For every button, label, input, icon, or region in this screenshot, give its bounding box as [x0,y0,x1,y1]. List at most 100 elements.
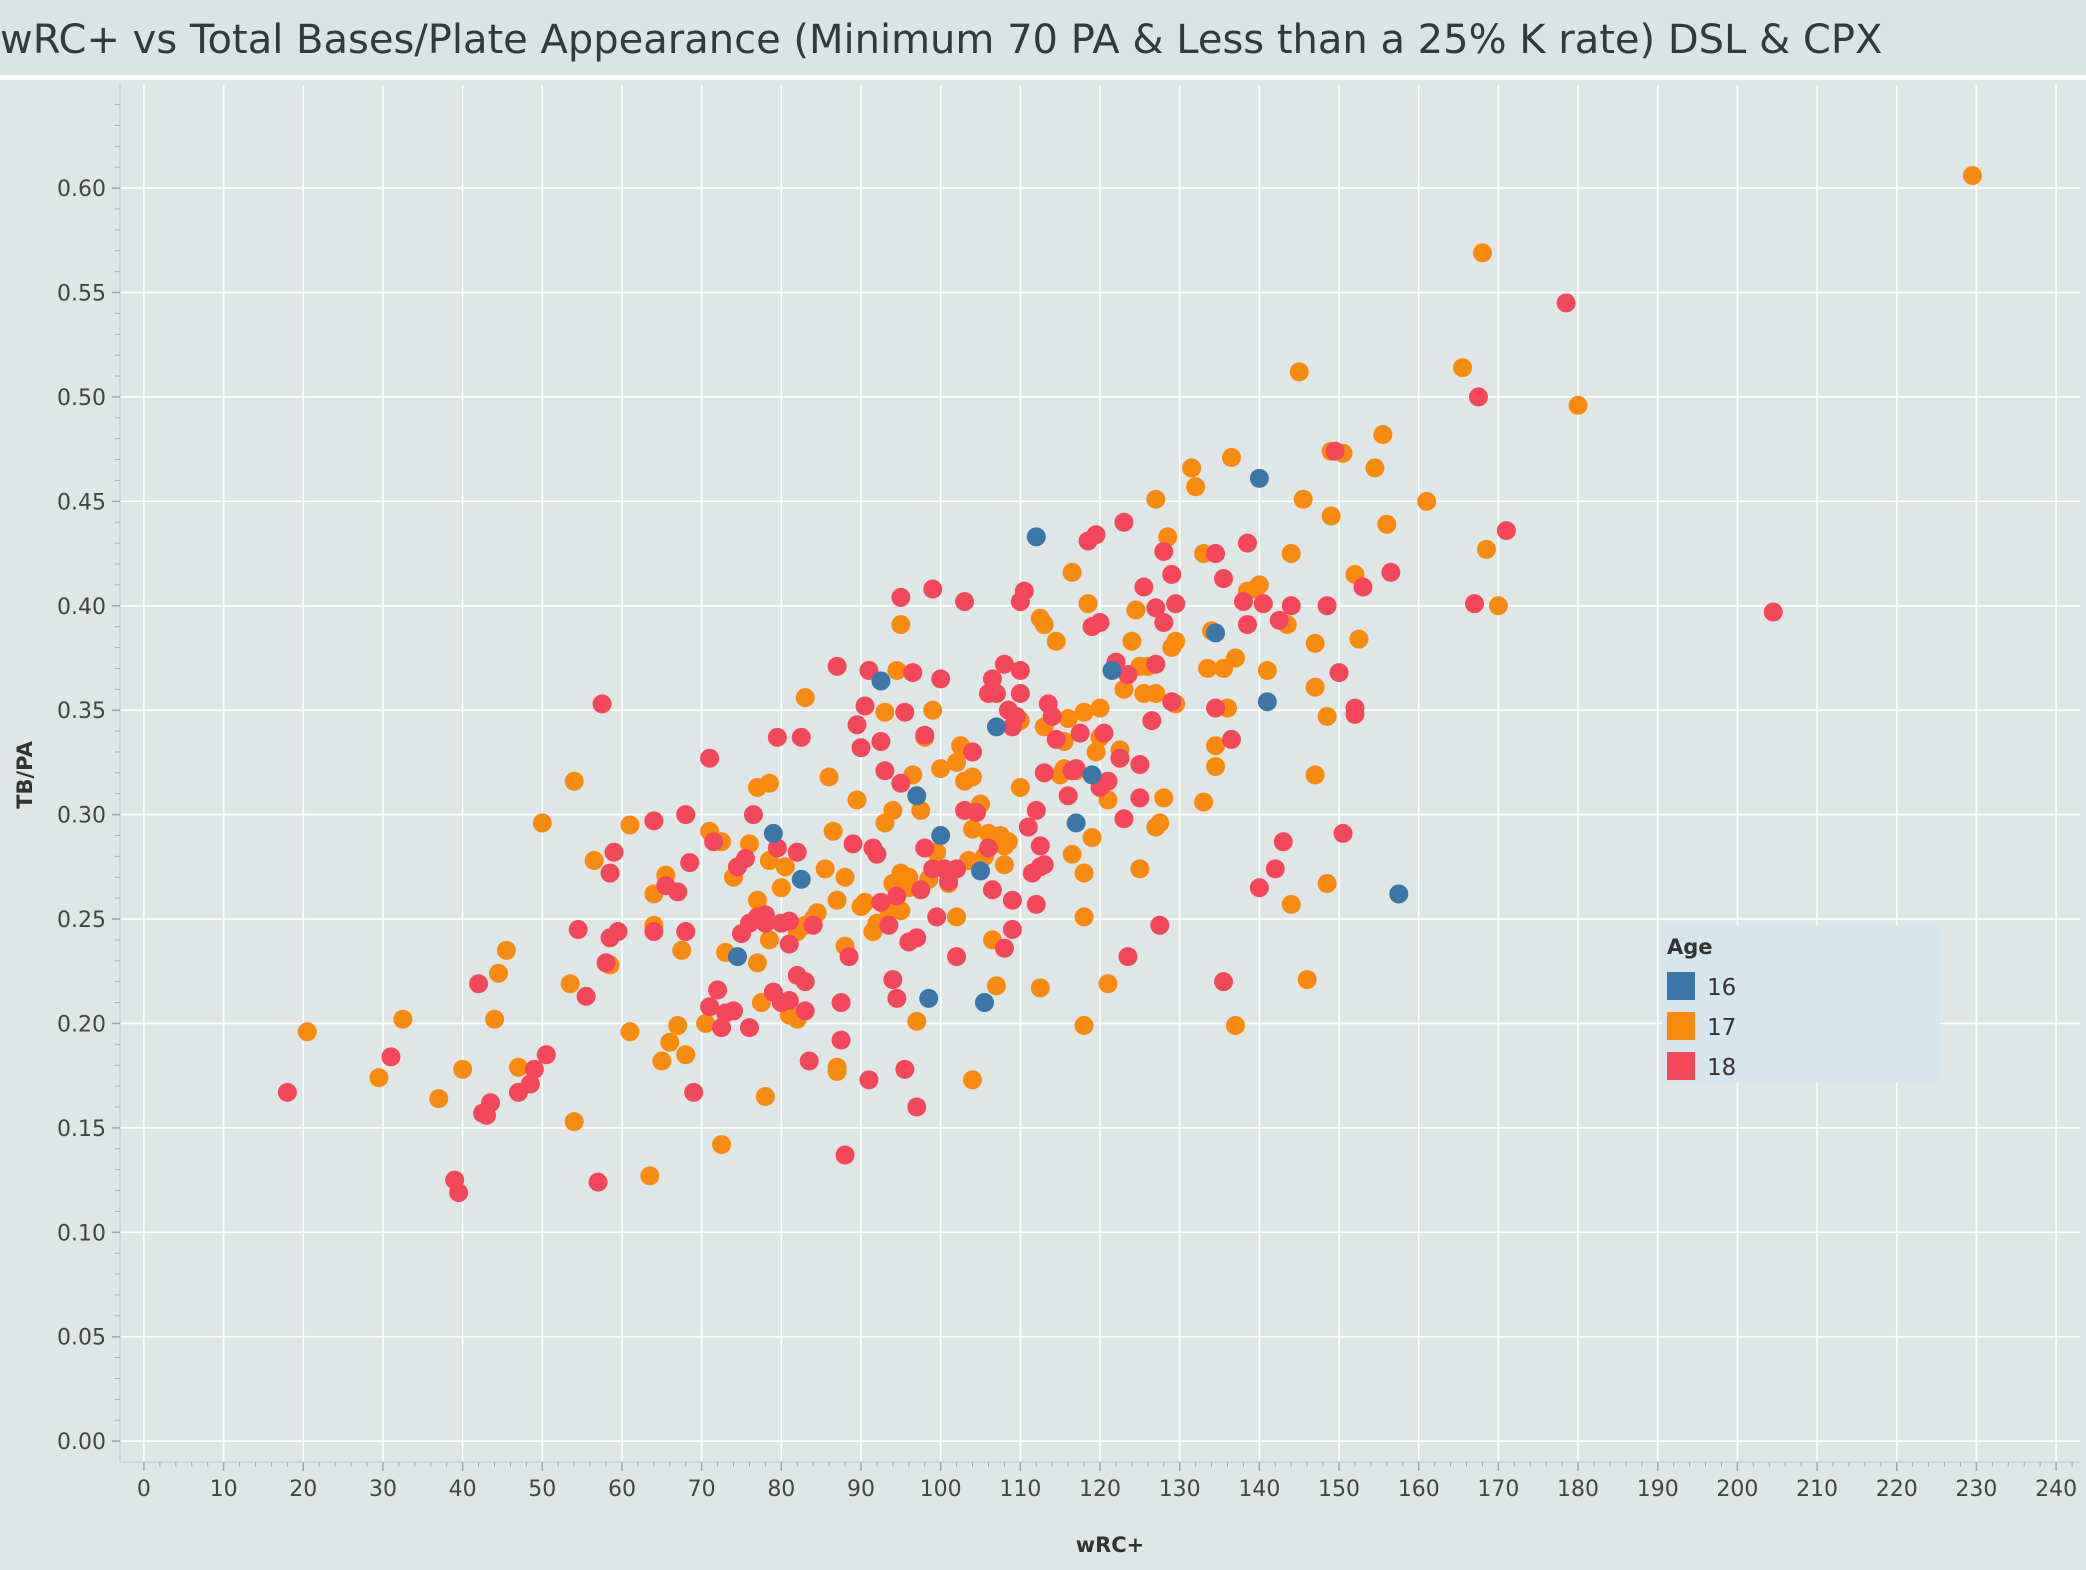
data-point-age-16 [1389,884,1409,904]
data-point-age-18 [1130,754,1150,774]
data-point-age-17 [1062,562,1082,582]
data-point-age-18 [1086,525,1106,545]
data-point-age-18 [978,838,998,858]
data-point-age-18 [568,919,588,939]
data-point-age-18 [1162,564,1182,584]
data-point-age-18 [895,702,915,722]
data-point-age-18 [1206,698,1226,718]
data-point-age-17 [891,615,911,635]
legend-swatch-18 [1667,1052,1695,1080]
data-point-age-18 [883,970,903,990]
data-point-age-17 [508,1057,528,1077]
data-point-age-17 [994,855,1014,875]
data-point-age-18 [1237,533,1257,553]
data-point-age-18 [787,842,807,862]
data-point-age-18 [381,1047,401,1067]
data-point-age-18 [1118,665,1138,685]
data-point-age-17 [1194,792,1214,812]
data-point-age-17 [640,1166,660,1186]
data-point-age-17 [1150,813,1170,833]
data-point-age-18 [708,980,728,1000]
data-point-age-17 [947,907,967,927]
x-tick-label: 160 [1398,1477,1440,1502]
data-point-age-18 [891,773,911,793]
data-point-age-18 [1142,711,1162,731]
data-point-age-17 [747,890,767,910]
data-point-age-16 [986,717,1006,737]
x-tick-label: 0 [137,1477,151,1502]
data-point-age-18 [947,859,967,879]
data-point-age-18 [1325,441,1345,461]
data-point-age-17 [620,815,640,835]
data-point-age-17 [564,1112,584,1132]
data-point-age-17 [1297,970,1317,990]
data-point-age-16 [907,786,927,806]
data-point-age-17 [1317,706,1337,726]
data-point-age-17 [1476,539,1496,559]
legend-swatch-16 [1667,972,1695,1000]
data-point-age-17 [1074,863,1094,883]
data-point-age-18 [1154,541,1174,561]
data-points [277,166,1982,1203]
data-point-age-18 [1237,615,1257,635]
y-axis-title: TB/PA [13,740,37,808]
axes: 0 10 20 30 40 50 60 70 80 90 100 110 120 130 140 150 160… [57,85,2080,1502]
y-tick-label: 0.45 [57,490,106,515]
data-point-age-17 [923,700,943,720]
data-point-age-17 [759,930,779,950]
data-point-age-18 [779,911,799,931]
data-point-age-17 [1122,631,1142,651]
data-point-age-18 [907,928,927,948]
data-point-age-18 [835,1145,855,1165]
data-point-age-18 [1468,387,1488,407]
data-point-age-18 [779,934,799,954]
data-point-age-18 [855,696,875,716]
data-point-age-17 [297,1022,317,1042]
data-point-age-18 [839,947,859,967]
data-point-age-17 [696,1013,716,1033]
data-point-age-17 [1182,458,1202,478]
data-point-age-18 [1046,729,1066,749]
data-point-age-18 [767,727,787,747]
data-point-age-18 [1150,915,1170,935]
data-point-age-18 [843,834,863,854]
data-point-age-17 [815,859,835,879]
data-point-age-18 [847,715,867,735]
data-point-age-18 [1162,692,1182,712]
data-point-age-18 [947,947,967,967]
data-point-age-18 [1146,598,1166,618]
data-point-age-18 [1042,706,1062,726]
data-point-age-18 [600,863,620,883]
data-point-age-17 [755,1087,775,1107]
data-point-age-17 [1114,679,1134,699]
data-point-age-18 [1496,521,1516,541]
data-point-age-18 [1010,683,1030,703]
data-point-age-17 [823,821,843,841]
data-point-age-18 [795,1001,815,1021]
data-point-age-18 [1265,859,1285,879]
data-point-age-17 [1321,506,1341,526]
data-point-age-18 [1281,596,1301,616]
data-point-age-17 [1289,362,1309,382]
data-point-age-18 [724,1001,744,1021]
data-point-age-17 [1082,828,1102,848]
data-point-age-17 [1206,757,1226,777]
data-point-age-16 [1249,468,1269,488]
data-point-age-16 [1102,661,1122,681]
data-point-age-18 [481,1093,501,1113]
data-point-age-18 [1034,763,1054,783]
legend-label: 16 [1707,975,1736,1001]
x-tick-label: 100 [920,1477,962,1502]
data-point-age-18 [596,953,616,973]
data-point-age-17 [1349,629,1369,649]
data-point-age-17 [986,976,1006,996]
data-point-age-18 [891,587,911,607]
data-point-age-18 [1118,947,1138,967]
data-point-age-16 [1082,765,1102,785]
data-point-age-18 [469,974,489,994]
data-point-age-17 [963,819,983,839]
data-point-age-18 [887,886,907,906]
x-axis-title: wRC+ [1076,1533,1145,1557]
data-point-age-17 [1074,1016,1094,1036]
data-point-age-17 [652,1051,672,1071]
